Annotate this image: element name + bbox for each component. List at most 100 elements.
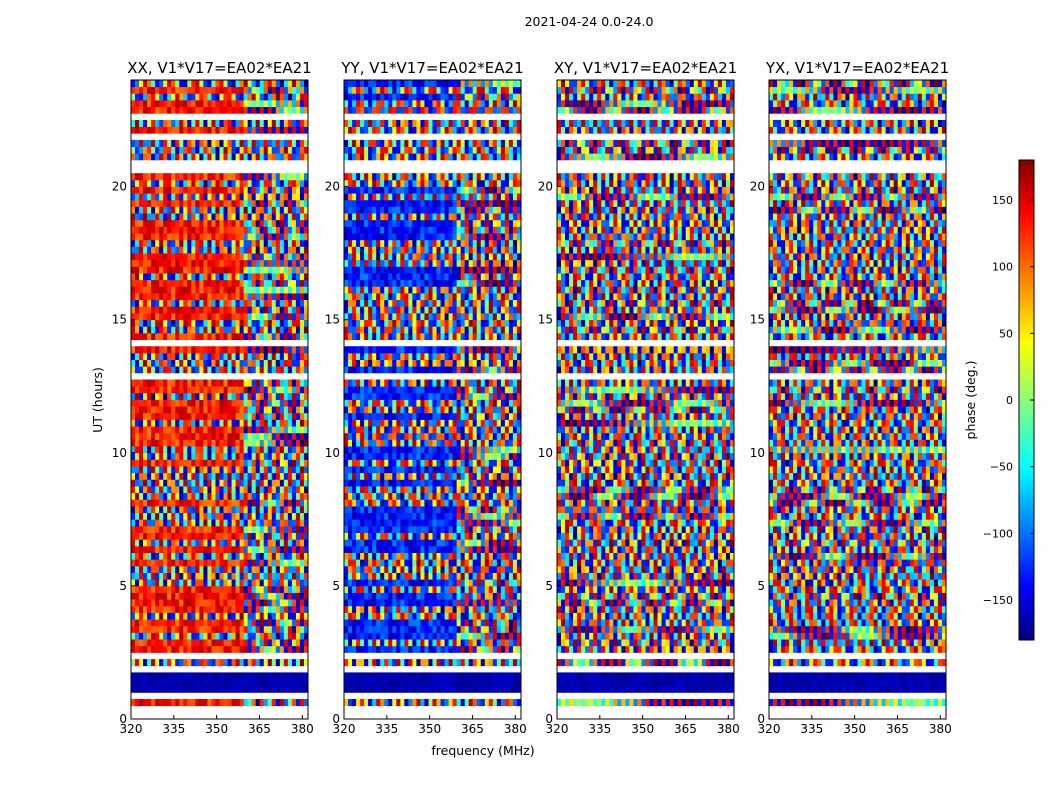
heatmap-cell (267, 259, 273, 267)
heatmap-cell (348, 592, 353, 600)
heatmap-cell (360, 572, 365, 580)
heatmap-cell (247, 612, 253, 620)
heatmap-cell (219, 312, 224, 321)
heatmap-cell (207, 625, 212, 633)
heatmap-cell (516, 559, 522, 567)
heatmap-cell (456, 659, 462, 667)
heatmap-cell (143, 119, 148, 127)
heatmap-cell (147, 439, 152, 447)
heatmap-cell (448, 539, 454, 547)
heatmap-cell (143, 446, 148, 454)
heatmap-cell (139, 106, 144, 114)
heatmap-cell (219, 219, 224, 227)
heatmap-cell (143, 239, 148, 247)
heatmap-cell (175, 213, 180, 221)
heatmap-cell (183, 619, 188, 627)
heatmap-cell (303, 552, 309, 560)
heatmap-cell (195, 106, 200, 114)
heatmap-cell (243, 299, 249, 307)
heatmap-cell (263, 193, 269, 201)
heatmap-cell (147, 193, 152, 201)
heatmap-cell (187, 199, 192, 207)
heatmap-cell (416, 645, 421, 653)
heatmap-cell (147, 226, 152, 234)
heatmap-cell (215, 106, 220, 114)
heatmap-cell (396, 579, 401, 587)
heatmap-cell (420, 639, 425, 647)
heatmap-cell (171, 432, 176, 440)
heatmap-cell (468, 685, 474, 693)
heatmap-cell (219, 659, 224, 667)
heatmap-cell (227, 672, 232, 680)
heatmap-cell (243, 492, 249, 500)
heatmap-cell (488, 612, 494, 620)
heatmap-cell (448, 565, 454, 573)
heatmap-cell (255, 273, 261, 281)
heatmap-cell (291, 359, 297, 367)
heatmap-cell (203, 499, 208, 507)
heatmap-cell (388, 552, 393, 560)
heatmap-cell (283, 206, 289, 214)
heatmap-cell (484, 512, 490, 520)
heatmap-cell (219, 119, 224, 127)
heatmap-cell (464, 679, 470, 687)
heatmap-cell (139, 366, 144, 374)
heatmap-cell (255, 86, 261, 94)
heatmap-cell (287, 605, 293, 613)
heatmap-cell (183, 552, 188, 560)
heatmap-cell (372, 512, 377, 520)
heatmap-cell (151, 359, 156, 367)
heatmap-cell (456, 499, 462, 507)
heatmap-cell (255, 432, 261, 440)
heatmap-cell (211, 119, 216, 127)
heatmap-cell (215, 552, 220, 560)
heatmap-cell (191, 273, 196, 281)
heatmap-cell (299, 559, 305, 567)
heatmap-cell (408, 699, 413, 707)
heatmap-cell (408, 625, 413, 633)
heatmap-cell (203, 312, 208, 321)
heatmap-cell (251, 412, 257, 420)
heatmap-cell (135, 599, 140, 607)
heatmap-cell (476, 672, 482, 680)
heatmap-cell (291, 326, 297, 334)
heatmap-cell (183, 293, 188, 301)
heatmap-cell (404, 685, 409, 693)
heatmap-cell (199, 419, 204, 427)
heatmap-cell (275, 406, 281, 414)
heatmap-cell (159, 233, 164, 241)
heatmap-cell (271, 86, 277, 94)
heatmap-cell (287, 479, 293, 487)
heatmap-cell (287, 279, 293, 287)
heatmap-cell (211, 153, 216, 161)
heatmap-cell (139, 199, 144, 207)
heatmap-cell (295, 392, 301, 400)
heatmap-cell (299, 679, 305, 687)
heatmap-cell (175, 579, 180, 587)
heatmap-cell (480, 585, 486, 593)
heatmap-cell (131, 679, 136, 687)
heatmap-cell (187, 426, 192, 434)
heatmap-cell (227, 619, 232, 627)
heatmap-cell (163, 552, 168, 560)
heatmap-cell (143, 645, 148, 653)
heatmap-cell (135, 545, 140, 553)
heatmap-cell (167, 432, 172, 440)
heatmap-cell (291, 426, 297, 434)
heatmap-cell (448, 599, 454, 607)
heatmap-cell (271, 219, 277, 227)
heatmap-cell (139, 206, 144, 214)
heatmap-cell (508, 612, 514, 620)
heatmap-cell (263, 366, 269, 374)
heatmap-cell (231, 239, 236, 247)
heatmap-cell (295, 193, 301, 201)
heatmap-cell (227, 139, 232, 147)
heatmap-cell (167, 293, 172, 301)
heatmap-cell (444, 552, 449, 560)
heatmap-cell (440, 579, 445, 587)
heatmap-cell (239, 253, 245, 261)
heatmap-cell (271, 466, 277, 474)
heatmap-cell (199, 699, 204, 707)
heatmap-cell (440, 559, 445, 567)
heatmap-cell (267, 146, 273, 154)
